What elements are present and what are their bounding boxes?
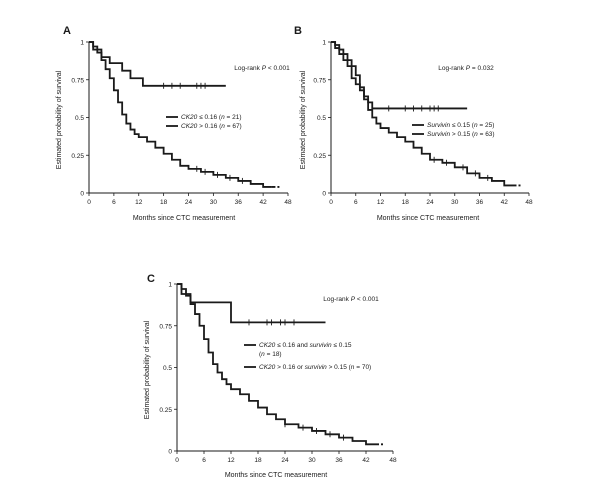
legend-item-0: CK20 ≤ 0.16 (n = 21) [181, 114, 242, 121]
legend-item-1: CK20 > 0.16 (n = 67) [181, 123, 242, 130]
x-tick-label: 30 [451, 199, 459, 206]
y-tick-label: 0.25 [159, 407, 172, 414]
x-tick-label: 24 [185, 199, 193, 206]
x-tick-label: 6 [112, 199, 116, 206]
y-tick-label: 0.5 [163, 365, 172, 372]
x-tick-label: 36 [476, 199, 484, 206]
panel-letter-b: B [294, 25, 302, 37]
series-line-0 [89, 41, 226, 87]
x-tick-label: 24 [426, 199, 434, 206]
x-tick-label: 18 [254, 457, 262, 464]
x-tick-label: 6 [354, 199, 358, 206]
x-tick-label: 0 [87, 199, 91, 206]
x-tick-label: 48 [389, 457, 397, 464]
x-tick-label: 30 [308, 457, 316, 464]
x-tick-label: 42 [260, 199, 268, 206]
series-line-1 [177, 283, 375, 446]
x-tick-label: 36 [235, 199, 243, 206]
y-tick-label: 0.5 [317, 115, 326, 122]
x-tick-label: 12 [227, 457, 235, 464]
y-tick-label: 0 [322, 191, 326, 198]
panel-c: C Estimated probability of survival Mont… [144, 273, 397, 479]
legend-item-1: CK20 > 0.16 or survivin > 0.15 (n = 70) [259, 364, 371, 371]
y-tick-label: 0.25 [313, 153, 326, 160]
x-axis-title: Months since CTC measurement [377, 215, 479, 222]
log-rank-annotation: Log-rank P < 0.001 [323, 296, 379, 303]
panel-a: A Estimated probability of survival Mont… [56, 25, 292, 222]
y-tick-label: 0.5 [75, 115, 84, 122]
x-tick-label: 6 [202, 457, 206, 464]
x-tick-label: 18 [160, 199, 168, 206]
x-tick-label: 42 [501, 199, 509, 206]
y-tick-label: 1 [322, 40, 326, 47]
legend: Survivin ≤ 0.15 (n = 25) Survivin > 0.15… [412, 122, 495, 138]
y-tick-label: 0.75 [159, 323, 172, 330]
series-line-1 [331, 41, 513, 187]
legend: CK20 ≤ 0.16 (n = 21) CK20 > 0.16 (n = 67… [166, 114, 242, 130]
series-line-0 [331, 41, 468, 110]
y-tick-label: 0 [168, 449, 172, 456]
x-tick-label: 0 [175, 457, 179, 464]
panel-letter-c: C [147, 273, 155, 285]
x-tick-label: 24 [281, 457, 289, 464]
y-tick-label: 0 [80, 191, 84, 198]
x-tick-label: 0 [329, 199, 333, 206]
x-tick-label: 30 [210, 199, 218, 206]
panel-letter-a: A [63, 25, 71, 37]
x-tick-label: 18 [402, 199, 410, 206]
y-tick-label: 1 [168, 282, 172, 289]
y-axis-title: Estimated probability of survival [144, 320, 151, 419]
log-rank-annotation: Log-rank P < 0.001 [234, 65, 290, 72]
legend-item-0: Survivin ≤ 0.15 (n = 25) [427, 122, 494, 129]
x-tick-label: 48 [284, 199, 292, 206]
y-axis-title: Estimated probability of survival [56, 70, 63, 169]
panel-b: B Estimated probability of survival Mont… [294, 25, 533, 222]
x-tick-label: 12 [377, 199, 385, 206]
series-line-1 [89, 41, 272, 188]
x-tick-label: 12 [135, 199, 143, 206]
y-tick-label: 0.75 [313, 77, 326, 84]
x-axis-title: Months since CTC measurement [225, 472, 327, 479]
x-axis-title: Months since CTC measurement [133, 215, 235, 222]
x-tick-label: 42 [362, 457, 370, 464]
legend: CK20 ≤ 0.16 and survivin ≤ 0.15 (n = 18) … [244, 342, 371, 371]
y-axis-title: Estimated probability of survival [300, 70, 307, 169]
x-tick-label: 48 [525, 199, 533, 206]
x-tick-label: 36 [335, 457, 343, 464]
y-tick-label: 1 [80, 40, 84, 47]
log-rank-annotation: Log-rank P = 0.032 [438, 65, 494, 72]
y-tick-label: 0.75 [71, 77, 84, 84]
legend-item-0: CK20 ≤ 0.16 and survivin ≤ 0.15 (n = 18) [259, 342, 352, 358]
legend-item-1: Survivin > 0.15 (n = 63) [427, 131, 495, 138]
y-tick-label: 0.25 [71, 153, 84, 160]
